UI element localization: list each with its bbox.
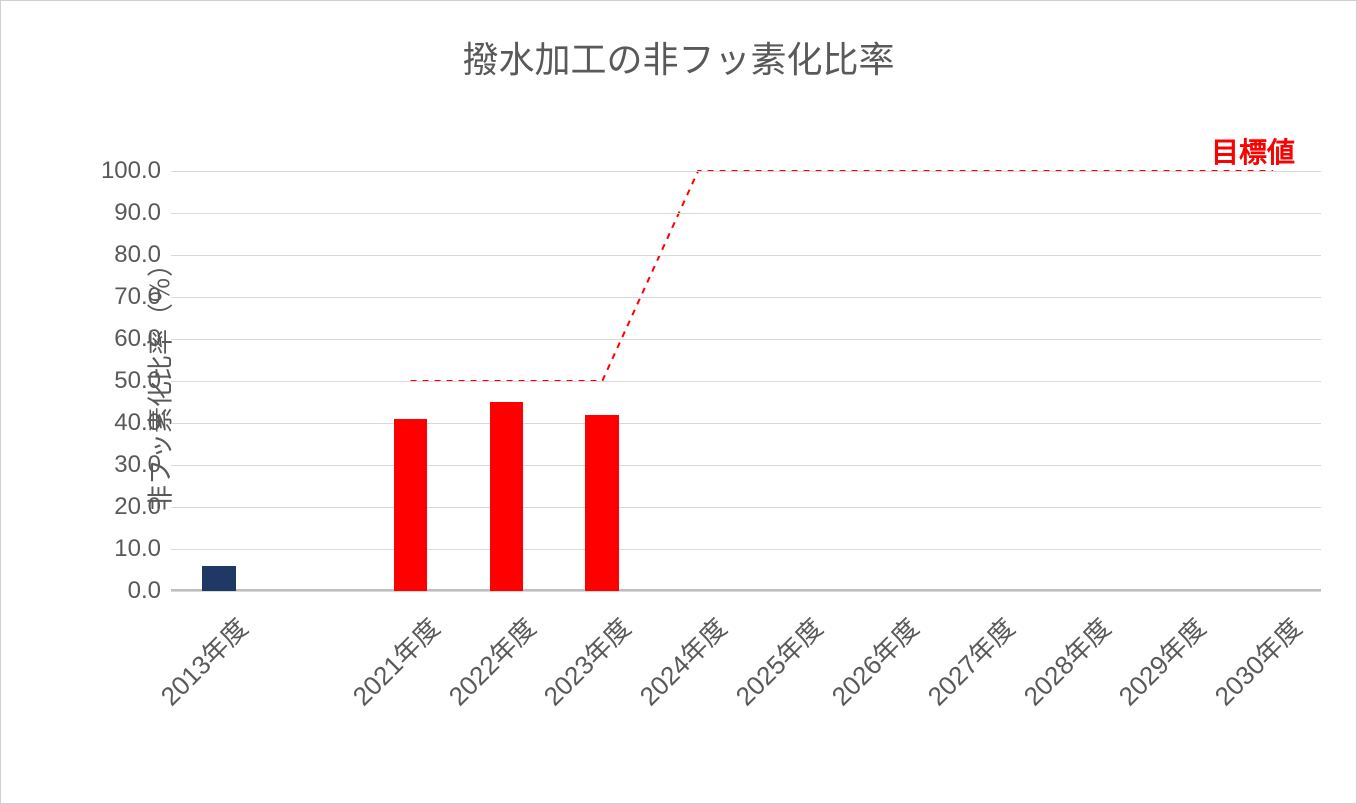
gridline: [171, 171, 1321, 172]
y-tick-label: 60.0: [114, 325, 171, 353]
x-tick-label: 2028年度: [1014, 609, 1118, 713]
y-tick-label: 0.0: [128, 577, 171, 605]
chart-title: 撥水加工の非フッ素化比率: [1, 31, 1356, 83]
gridline: [171, 549, 1321, 550]
y-tick-label: 40.0: [114, 409, 171, 437]
gridline: [171, 213, 1321, 214]
x-tick-label: 2026年度: [822, 609, 926, 713]
bar: [585, 415, 619, 591]
y-tick-label: 10.0: [114, 535, 171, 563]
y-tick-label: 70.0: [114, 283, 171, 311]
y-tick-label: 90.0: [114, 199, 171, 227]
gridline: [171, 297, 1321, 298]
y-tick-label: 80.0: [114, 241, 171, 269]
plot-area: 0.010.020.030.040.050.060.070.080.090.01…: [171, 171, 1321, 591]
chart-frame: 撥水加工の非フッ素化比率 非フッ素化比率（％） 0.010.020.030.04…: [0, 0, 1357, 804]
gridline: [171, 507, 1321, 508]
x-tick-label: 2022年度: [439, 609, 543, 713]
x-tick-label: 2030年度: [1205, 609, 1309, 713]
bar: [490, 402, 524, 591]
x-tick-label: 2025年度: [726, 609, 830, 713]
x-tick-label: 2013年度: [151, 609, 255, 713]
gridline: [171, 465, 1321, 466]
x-tick-label: 2029年度: [1110, 609, 1214, 713]
gridline: [171, 255, 1321, 256]
x-tick-label: 2027年度: [918, 609, 1022, 713]
y-tick-label: 20.0: [114, 493, 171, 521]
bar: [202, 566, 236, 591]
target-line-label: 目標値: [1211, 131, 1295, 171]
x-tick-label: 2021年度: [343, 609, 447, 713]
x-tick-label: 2024年度: [630, 609, 734, 713]
gridline: [171, 381, 1321, 382]
y-tick-label: 30.0: [114, 451, 171, 479]
y-tick-label: 100.0: [101, 157, 171, 185]
x-tick-label: 2023年度: [535, 609, 639, 713]
gridline: [171, 591, 1321, 592]
gridline: [171, 423, 1321, 424]
bar: [394, 419, 428, 591]
y-tick-label: 50.0: [114, 367, 171, 395]
gridline: [171, 339, 1321, 340]
